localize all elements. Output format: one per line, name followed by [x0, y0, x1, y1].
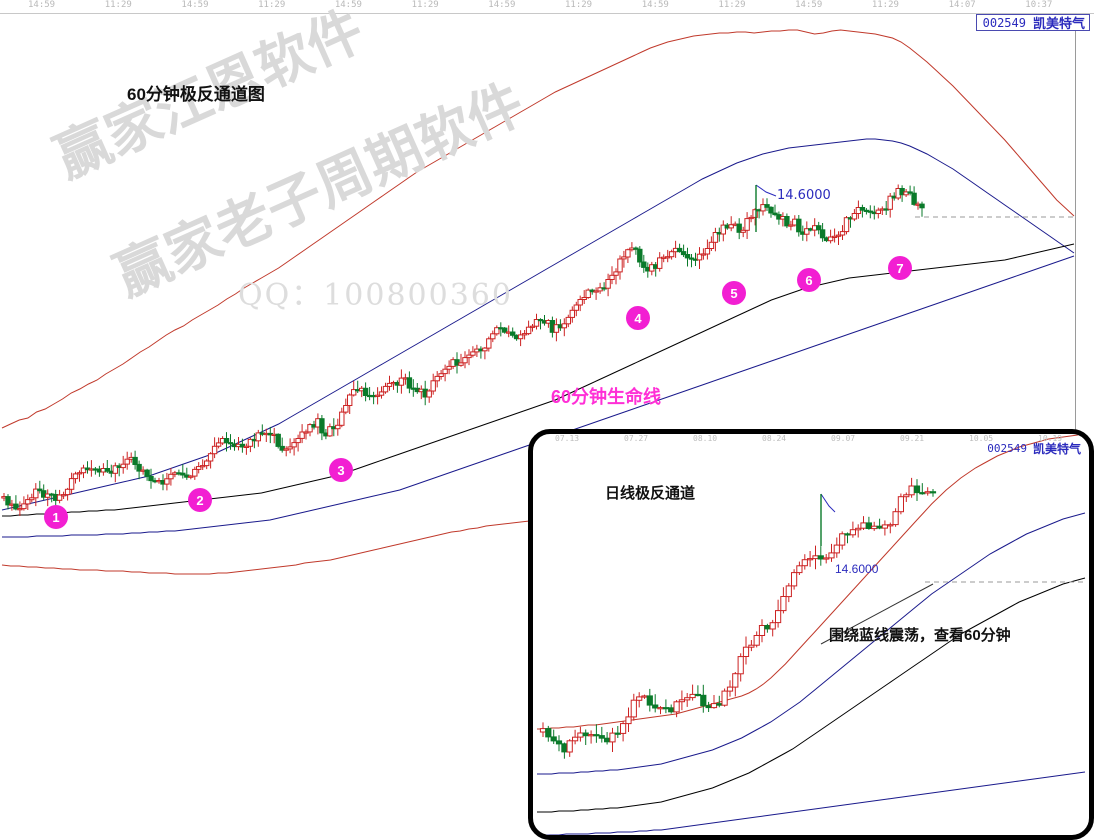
inset-chart-panel[interactable]: 07.13 07.27 08.10 08.24 09.07 09.21 10.05 10.19…	[528, 429, 1094, 840]
main-symbol-badge: 002549 凯美特气	[975, 14, 1090, 31]
chart-marker-1[interactable]: 1	[44, 505, 68, 529]
inset-symbol-name: 凯美特气	[1032, 441, 1081, 456]
main-axis-tick: 11:29	[565, 0, 593, 10]
main-axis-tick: 14:59	[334, 0, 362, 10]
inset-price-label: 14.6000	[835, 562, 879, 576]
main-axis-tick: 14:59	[28, 0, 56, 10]
inset-axis-tick: 08.24	[762, 434, 787, 443]
main-time-axis: 14:59 11:29 14:59 11:29 14:59 11:29 14:59 11:29…	[0, 0, 1094, 14]
inset-axis-tick: 07.13	[555, 434, 580, 443]
inset-axis-tick: 09.21	[900, 434, 925, 443]
main-axis-tick: 11:29	[411, 0, 439, 10]
inset-chart-inner: 07.13 07.27 08.10 08.24 09.07 09.21 10.05 10.19…	[533, 434, 1089, 835]
inset-time-axis: 07.13 07.27 08.10 08.24 09.07 09.21 10.05 10.19	[533, 434, 1089, 445]
chart-marker-4[interactable]: 4	[626, 306, 650, 330]
inset-axis-tick: 10.05	[969, 434, 994, 443]
inset-symbol-badge: 002549 凯美特气	[987, 440, 1081, 456]
main-axis-tick: 14:59	[488, 0, 516, 10]
main-symbol-name: 凯美特气	[1032, 16, 1085, 31]
main-axis-tick: 11:29	[871, 0, 899, 10]
inset-axis-tick: 09.07	[831, 434, 856, 443]
chart-marker-5[interactable]: 5	[722, 281, 746, 305]
axis-divider-line	[0, 13, 1094, 14]
main-axis-tick: 14:59	[181, 0, 209, 10]
inset-chart-title-label: 日线极反通道	[605, 485, 696, 502]
lifeline-label: 60分钟生命线	[551, 387, 662, 407]
main-axis-tick: 14:07	[948, 0, 976, 10]
main-axis-tick: 11:29	[718, 0, 746, 10]
chart-marker-6[interactable]: 6	[797, 268, 821, 292]
chart-marker-3[interactable]: 3	[329, 458, 353, 482]
inset-axis-tick: 07.27	[624, 434, 649, 443]
inset-symbol-code: 002549	[987, 441, 1027, 455]
main-axis-tick: 10:37	[1025, 0, 1053, 10]
main-price-label: 14.6000	[777, 188, 831, 203]
plot-right-border	[1075, 14, 1076, 434]
inset-axis-tick: 10.19	[1038, 434, 1063, 443]
main-symbol-code: 002549	[982, 15, 1026, 30]
chart-marker-2[interactable]: 2	[188, 488, 212, 512]
main-axis-tick: 14:59	[641, 0, 669, 10]
main-axis-tick: 11:29	[104, 0, 132, 10]
main-axis-tick: 14:59	[795, 0, 823, 10]
main-chart-title-label: 60分钟极反通道图	[127, 85, 265, 104]
main-axis-tick: 11:29	[258, 0, 286, 10]
inset-axis-tick: 08.10	[693, 434, 718, 443]
chart-marker-7[interactable]: 7	[888, 256, 912, 280]
inset-note-label: 围绕蓝线震荡，查看60分钟	[829, 627, 1011, 644]
inset-chart-canvas	[537, 434, 1086, 835]
